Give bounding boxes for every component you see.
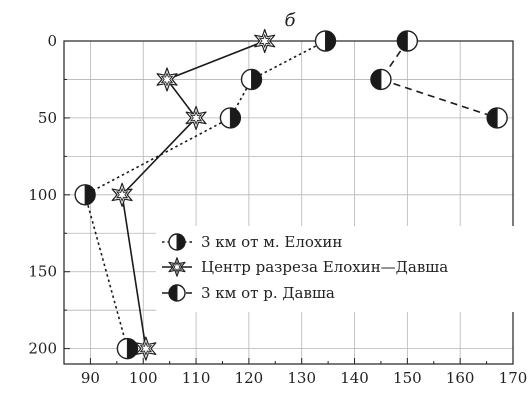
data-point bbox=[370, 68, 392, 91]
legend-entry-2: 3 км от р. Давша bbox=[162, 284, 335, 302]
x-tick-label: 120 bbox=[235, 369, 264, 387]
circle-fill-half bbox=[169, 285, 177, 301]
data-point bbox=[185, 105, 207, 130]
x-tick-label: 160 bbox=[446, 369, 475, 387]
data-point bbox=[314, 30, 337, 52]
legend-entry-0: 3 км от м. Елохин bbox=[162, 233, 342, 251]
circle-fill-half bbox=[397, 31, 408, 51]
y-tick-label: 100 bbox=[28, 186, 57, 204]
series-0 bbox=[74, 30, 337, 360]
x-tick-label: 170 bbox=[499, 369, 528, 387]
grid bbox=[64, 40, 514, 364]
legend-label: Центр разреза Елохин—Давша bbox=[201, 258, 448, 276]
data-point bbox=[240, 68, 263, 91]
data-point bbox=[111, 182, 133, 207]
star-shape bbox=[254, 28, 276, 54]
star-shape bbox=[135, 336, 157, 361]
y-tick-label: 150 bbox=[28, 263, 57, 281]
plot-frame bbox=[63, 40, 514, 365]
legend-marker bbox=[168, 284, 186, 302]
x-tick-label: 130 bbox=[287, 369, 316, 387]
star-inner bbox=[139, 341, 153, 356]
legend-background bbox=[156, 226, 518, 312]
data-point bbox=[486, 107, 508, 129]
legend: 3 км от м. Елохин Центр разреза Елохин—Да… bbox=[156, 226, 518, 312]
data-point bbox=[219, 107, 242, 129]
data-point bbox=[116, 337, 139, 360]
series-2 bbox=[370, 30, 508, 129]
star-inner bbox=[189, 110, 203, 126]
series-1 bbox=[111, 28, 276, 361]
star-shape bbox=[156, 67, 178, 92]
star-inner bbox=[115, 187, 129, 203]
data-point bbox=[396, 30, 419, 52]
data-point bbox=[135, 336, 157, 361]
data-point bbox=[254, 28, 276, 54]
series bbox=[74, 28, 508, 361]
legend-marker bbox=[168, 233, 186, 251]
x-tick-label: 100 bbox=[129, 369, 158, 387]
circle-fill-half bbox=[230, 107, 241, 128]
x-tick-label: 90 bbox=[81, 369, 100, 387]
circle-fill-half bbox=[85, 184, 96, 205]
star-inner bbox=[160, 72, 174, 87]
circle-fill-half bbox=[177, 234, 185, 250]
star-inner bbox=[171, 260, 183, 274]
series-line bbox=[379, 40, 498, 119]
legend-label: 3 км от м. Елохин bbox=[201, 233, 342, 251]
panel-label: б bbox=[285, 10, 297, 31]
data-point bbox=[74, 184, 96, 206]
circle-fill-half bbox=[251, 69, 262, 90]
star-shape bbox=[185, 105, 207, 130]
data-point bbox=[156, 67, 178, 92]
circle-fill-half bbox=[325, 31, 336, 51]
legend-label: 3 км от р. Давша bbox=[201, 284, 335, 302]
y-tick-label: 50 bbox=[38, 109, 57, 127]
y-tick-label: 0 bbox=[47, 32, 57, 50]
circle-fill-half bbox=[370, 69, 381, 90]
legend-entry-1: Центр разреза Елохин—Давша bbox=[162, 257, 448, 277]
circle-fill-half bbox=[127, 338, 138, 359]
axes: 90 100 110 120 130 140 150 160 170 0 50 100 150 200 bbox=[28, 32, 527, 387]
x-tick-label: 110 bbox=[182, 369, 211, 387]
x-tick-label: 150 bbox=[393, 369, 422, 387]
star-shape bbox=[111, 182, 133, 207]
star-shape bbox=[168, 257, 186, 277]
legend-marker bbox=[168, 257, 186, 277]
y-tick-label: 200 bbox=[28, 340, 57, 358]
circle-fill-half bbox=[487, 107, 498, 128]
x-tick-label: 140 bbox=[340, 369, 369, 387]
star-inner bbox=[258, 33, 272, 49]
